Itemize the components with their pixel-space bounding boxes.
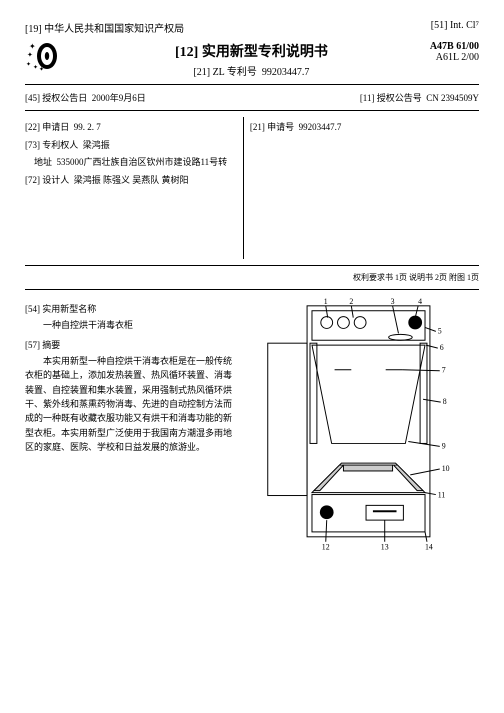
patent-no-line: [21] ZL 专利号 99203447.7: [73, 63, 430, 78]
int-cl-label: [51] Int. Cl⁷: [431, 20, 479, 35]
svg-text:11: 11: [438, 490, 446, 499]
application-no: [21] 申请号 99203447.7: [250, 121, 479, 135]
svg-text:✦: ✦: [27, 51, 33, 59]
svg-text:1: 1: [324, 296, 328, 305]
classification-codes: A47B 61/00 A61L 2/00: [430, 41, 479, 63]
application-date: [22] 申请日 99. 2. 7: [25, 121, 237, 135]
title-label: [54] 实用新型名称: [25, 302, 235, 315]
invention-title: 一种自控烘干消毒衣柜: [25, 318, 235, 332]
svg-text:✦: ✦: [29, 42, 36, 51]
abstract-body: 本实用新型一种自控烘干消毒衣柜是在一般传统衣柜的基础上，添加发热装置、热风循环装…: [25, 354, 235, 455]
patentee: [73] 专利权人 梁鸿振: [25, 139, 237, 153]
pub-no: [11] 授权公告号 CN 2394509Y: [360, 91, 479, 104]
svg-text:7: 7: [442, 365, 446, 374]
svg-text:2: 2: [349, 296, 353, 305]
svg-text:14: 14: [425, 542, 433, 551]
svg-text:10: 10: [442, 463, 450, 472]
svg-text:8: 8: [443, 397, 447, 406]
abstract-label: [57] 摘要: [25, 338, 235, 351]
pub-date: [45] 授权公告日 2000年9月6日: [25, 91, 146, 104]
patent-figure: 1 2 3 4 5 6 7 8 9 10 11 12 13 14: [243, 296, 479, 555]
svg-text:6: 6: [440, 343, 444, 352]
svg-text:13: 13: [381, 542, 389, 551]
svg-text:✦: ✦: [33, 64, 38, 71]
doc-title: [12] 实用新型专利说明书: [73, 41, 430, 61]
address: 地址 535000广西壮族自治区钦州市建设路11号转: [25, 156, 237, 170]
authority-label: [19] 中华人民共和国国家知识产权局: [25, 20, 184, 35]
svg-text:12: 12: [322, 542, 330, 551]
svg-text:✦: ✦: [39, 66, 44, 71]
sipo-logo: ✦ ✦ ✦ ✦ ✦: [25, 41, 65, 71]
page-counts: 权利要求书 1页 说明书 2页 附图 1页: [25, 272, 479, 283]
svg-text:9: 9: [442, 441, 446, 450]
svg-text:4: 4: [418, 296, 422, 305]
svg-text:✦: ✦: [26, 61, 31, 68]
svg-text:3: 3: [391, 296, 395, 305]
svg-text:5: 5: [438, 326, 442, 335]
designers: [72] 设计人 梁鸿振 陈强义 吴燕队 黄树阳: [25, 174, 237, 188]
